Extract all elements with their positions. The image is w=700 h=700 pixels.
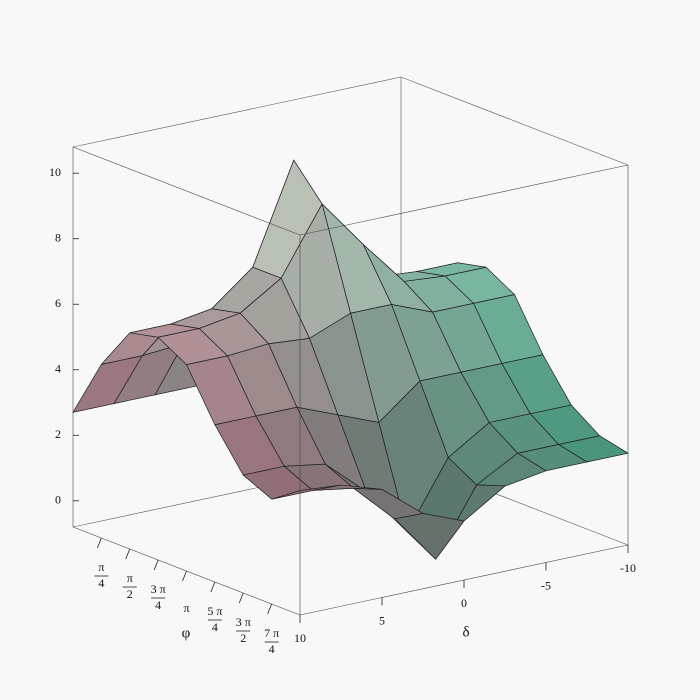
numerator: 3 π <box>151 582 166 596</box>
surface-patch <box>271 484 342 500</box>
box-edge <box>72 76 402 148</box>
x-tick <box>97 537 102 549</box>
box-edge <box>299 164 629 236</box>
z-tick-label: 4 <box>55 362 61 376</box>
x-axis-label: φ <box>182 625 191 641</box>
z-tick-label: 2 <box>55 427 61 441</box>
x-tick <box>182 570 187 582</box>
x-tick <box>210 581 216 593</box>
box-edge <box>72 146 301 236</box>
z-tick-label: 10 <box>49 165 61 179</box>
y-tick-label: 0 <box>461 596 467 610</box>
x-tick-label: π <box>183 601 189 615</box>
z-tick-label: 6 <box>55 296 61 310</box>
numerator: 3 π <box>236 615 251 629</box>
denominator: 2 <box>240 631 246 645</box>
denominator: 4 <box>269 642 275 656</box>
numerator: π <box>127 571 133 585</box>
box-edge <box>400 76 629 166</box>
surface-patch <box>393 513 465 560</box>
y-axis-label: δ <box>462 624 469 640</box>
denominator: 4 <box>98 576 104 590</box>
denominator: 4 <box>212 620 218 634</box>
z-tick-label: 0 <box>55 493 61 507</box>
y-tick-label: 5 <box>379 613 385 627</box>
numerator: 5 π <box>207 604 222 618</box>
numerator: 7 π <box>264 626 279 640</box>
x-tick <box>125 548 131 560</box>
y-tick-label: 10 <box>294 631 306 645</box>
denominator: 2 <box>127 587 133 601</box>
y-tick-label: -5 <box>541 578 551 592</box>
x-tick <box>267 603 272 615</box>
x-tick <box>238 592 244 604</box>
numerator: π <box>98 560 104 574</box>
x-tick <box>153 559 159 571</box>
z-tick-label: 8 <box>55 230 61 244</box>
y-tick-label: -10 <box>620 561 636 575</box>
denominator: 4 <box>155 598 161 612</box>
